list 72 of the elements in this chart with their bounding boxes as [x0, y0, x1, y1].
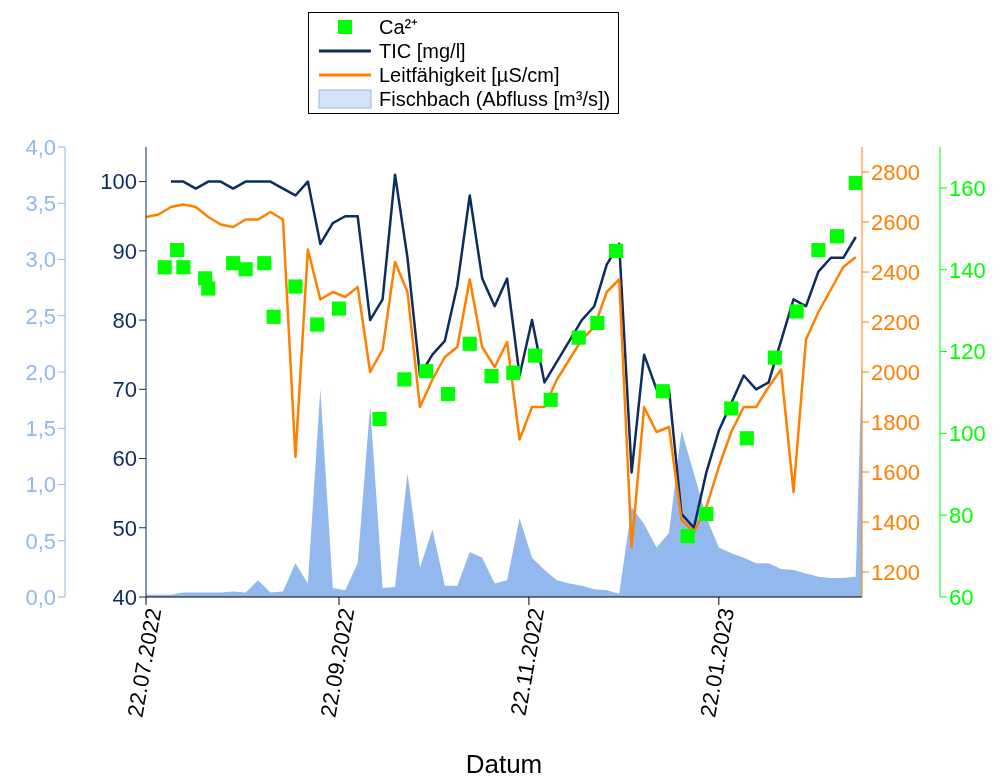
point: [226, 256, 241, 271]
point: [571, 330, 586, 345]
y2-tick-label: 1400: [871, 509, 920, 535]
point: [655, 384, 670, 399]
y3-tick-label: 140: [949, 257, 986, 283]
y2-tick-label: 1600: [871, 459, 920, 485]
point: [609, 243, 624, 258]
y2-tick-label: 2400: [871, 259, 920, 285]
point: [767, 350, 782, 365]
y-tick-label: 100: [100, 169, 137, 195]
y-tick-label: 60: [112, 446, 137, 472]
y2-tick-label: 1800: [871, 409, 920, 435]
y3-tick-label: 100: [949, 421, 986, 447]
legend-label: TIC [mg/l]: [379, 39, 466, 63]
y3-tick-label: 120: [949, 339, 986, 365]
y3-tick-label: 160: [949, 175, 986, 201]
y2-tick-label: 2000: [871, 359, 920, 385]
point: [724, 401, 739, 416]
legend-label: Ca²⁺: [379, 15, 419, 39]
y-tick-label: 1,0: [25, 472, 56, 498]
legend-label: Fischbach (Abfluss [m³/s]): [379, 87, 611, 111]
y-tick-label: 0,5: [25, 528, 56, 554]
y-tick-label: 50: [112, 515, 137, 541]
y-tick-label: 1,5: [25, 416, 56, 442]
point: [848, 175, 862, 191]
point: [484, 369, 499, 384]
y-tick-label: 4,0: [25, 134, 56, 160]
y-tick-label: 3,0: [25, 247, 56, 273]
y2-tick-label: 1200: [871, 559, 920, 585]
y-tick-label: 70: [112, 377, 137, 403]
point: [789, 304, 804, 319]
y-tick-label: 80: [112, 307, 137, 333]
legend-label: Leitfähigkeit [µS/cm]: [379, 63, 560, 87]
point: [462, 336, 477, 351]
y3-tick-label: 60: [949, 584, 974, 610]
y-tick-label: 2,0: [25, 359, 56, 385]
point: [440, 387, 456, 402]
point: [397, 372, 412, 387]
point: [176, 260, 191, 275]
y3-tick-label: 80: [949, 502, 974, 528]
point: [201, 281, 216, 296]
point: [238, 262, 253, 277]
y2-tick-label: 2200: [871, 309, 920, 335]
y-tick-label: 3,5: [25, 191, 56, 217]
y-tick-label: 90: [112, 238, 137, 264]
point: [419, 364, 434, 379]
point: [288, 279, 303, 294]
point: [590, 315, 605, 330]
y2-tick-label: 2800: [871, 159, 920, 185]
point: [680, 528, 695, 544]
point: [331, 301, 347, 316]
point: [506, 365, 521, 380]
y2-tick-label: 2600: [871, 209, 920, 235]
x-axis-title: Datum: [465, 749, 543, 779]
point: [699, 506, 714, 522]
y-tick-label: 2,5: [25, 303, 56, 329]
y-tick-label: 0,0: [25, 584, 56, 610]
point: [528, 348, 543, 363]
point: [266, 309, 281, 324]
point: [543, 392, 558, 407]
line-series: [146, 203, 858, 549]
point: [372, 411, 387, 427]
point: [830, 229, 845, 244]
point: [739, 431, 754, 446]
x-tick-label: 22.01.2023: [695, 606, 739, 719]
x-tick-label: 22.09.2022: [315, 606, 360, 719]
point: [157, 260, 172, 275]
point: [310, 317, 325, 332]
point: [257, 256, 272, 271]
point: [811, 243, 826, 258]
x-tick-label: 22.11.2022: [505, 606, 550, 718]
point: [170, 243, 185, 258]
